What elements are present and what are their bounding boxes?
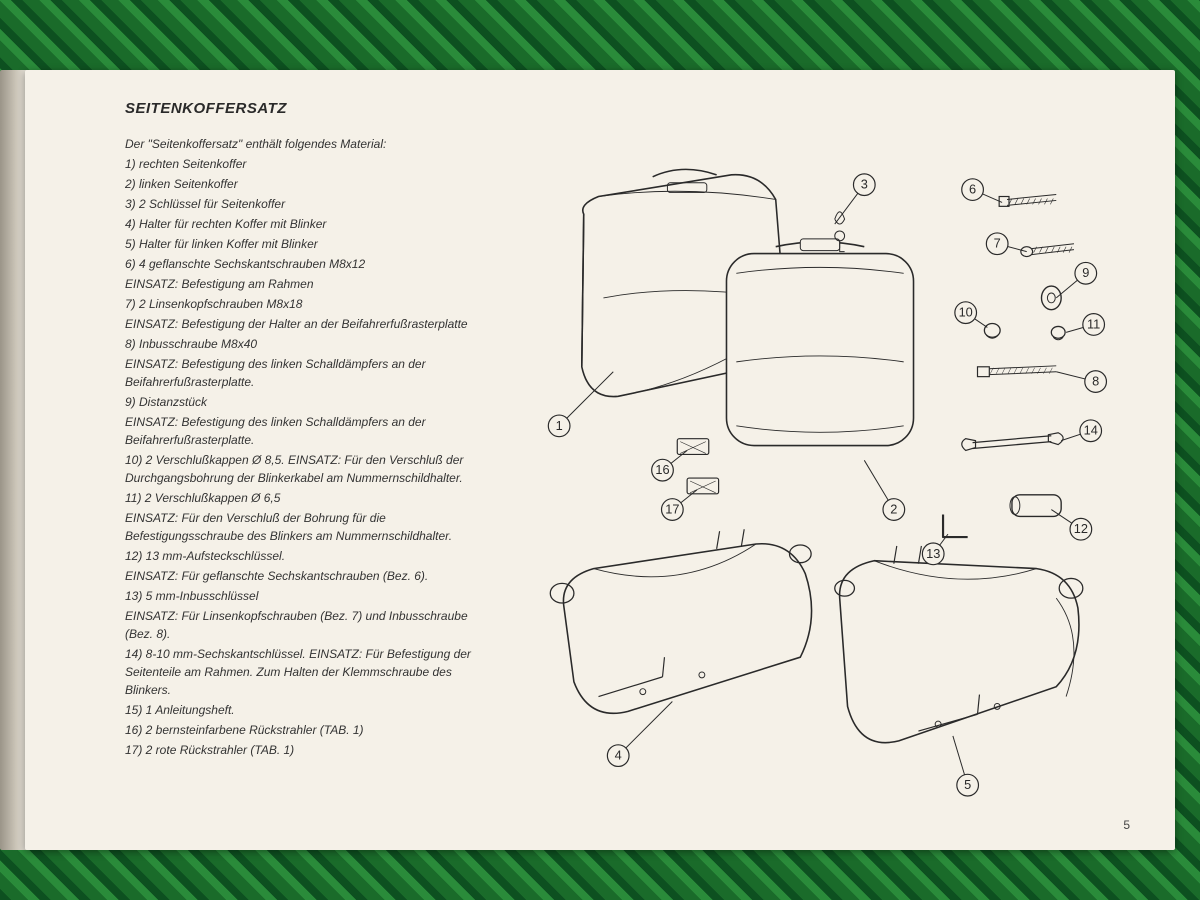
svg-text:13: 13 (926, 546, 940, 561)
page-number: 5 (1123, 818, 1130, 832)
item-line: 17) 2 rote Rückstrahler (TAB. 1) (125, 741, 495, 759)
item-lines: 1) rechten Seitenkoffer 2) linken Seitenk… (125, 155, 495, 759)
item-line: 9) Distanzstück (125, 393, 495, 411)
item-line: 14) 8-10 mm-Sechskantschlüssel. EINSATZ:… (125, 645, 495, 699)
item-line: 13) 5 mm-Inbusschlüssel (125, 587, 495, 605)
item-line: 12) 13 mm-Aufsteckschlüssel. (125, 547, 495, 565)
page-title: SEITENKOFFERSATZ (125, 100, 1135, 117)
item-line: 10) 2 Verschlußkappen Ø 8,5. EINSATZ: Fü… (125, 451, 495, 487)
svg-text:8: 8 (1092, 374, 1099, 389)
svg-text:2: 2 (890, 501, 897, 516)
svg-text:1: 1 (556, 418, 563, 433)
item-line: EINSATZ: Für den Verschluß der Bohrung f… (125, 509, 495, 545)
exploded-diagram: 12345678910111213141617 (505, 135, 1135, 825)
intro-text: Der "Seitenkoffersatz" enthält folgendes… (125, 135, 495, 153)
svg-text:10: 10 (959, 305, 973, 320)
svg-text:6: 6 (969, 182, 976, 197)
svg-text:7: 7 (994, 236, 1001, 251)
parts-list-text: Der "Seitenkoffersatz" enthält folgendes… (125, 135, 505, 825)
svg-text:5: 5 (964, 777, 971, 792)
item-line: EINSATZ: Für geflanschte Sechskantschrau… (125, 567, 495, 585)
svg-text:9: 9 (1082, 265, 1089, 280)
item-line: EINSATZ: Befestigung der Halter an der B… (125, 315, 495, 333)
item-line: 4) Halter für rechten Koffer mit Blinker (125, 215, 495, 233)
page-body: Der "Seitenkoffersatz" enthält folgendes… (125, 135, 1135, 825)
item-line: 6) 4 geflanschte Sechskantschrauben M8x1… (125, 255, 495, 273)
item-line: 2) linken Seitenkoffer (125, 175, 495, 193)
diagram-svg: 12345678910111213141617 (505, 135, 1135, 825)
item-line: 5) Halter für linken Koffer mit Blinker (125, 235, 495, 253)
manual-page: SEITENKOFFERSATZ Der "Seitenkoffersatz" … (25, 70, 1175, 850)
item-line: EINSATZ: Befestigung am Rahmen (125, 275, 495, 293)
item-line: 7) 2 Linsenkopfschrauben M8x18 (125, 295, 495, 313)
svg-text:3: 3 (861, 177, 868, 192)
item-line: 16) 2 bernsteinfarbene Rückstrahler (TAB… (125, 721, 495, 739)
svg-text:14: 14 (1084, 423, 1098, 438)
item-line: EINSATZ: Befestigung des linken Schalldä… (125, 355, 495, 391)
item-line: 11) 2 Verschlußkappen Ø 6,5 (125, 489, 495, 507)
item-line: 1) rechten Seitenkoffer (125, 155, 495, 173)
item-line: EINSATZ: Befestigung des linken Schalldä… (125, 413, 495, 449)
svg-text:12: 12 (1074, 521, 1088, 536)
item-line: 15) 1 Anleitungsheft. (125, 701, 495, 719)
item-line: EINSATZ: Für Linsenkopfschrauben (Bez. 7… (125, 607, 495, 643)
svg-text:11: 11 (1087, 316, 1100, 331)
svg-text:16: 16 (655, 462, 669, 477)
svg-text:17: 17 (665, 501, 679, 516)
item-line: 8) Inbusschraube M8x40 (125, 335, 495, 353)
item-line: 3) 2 Schlüssel für Seitenkoffer (125, 195, 495, 213)
svg-text:4: 4 (615, 748, 622, 763)
